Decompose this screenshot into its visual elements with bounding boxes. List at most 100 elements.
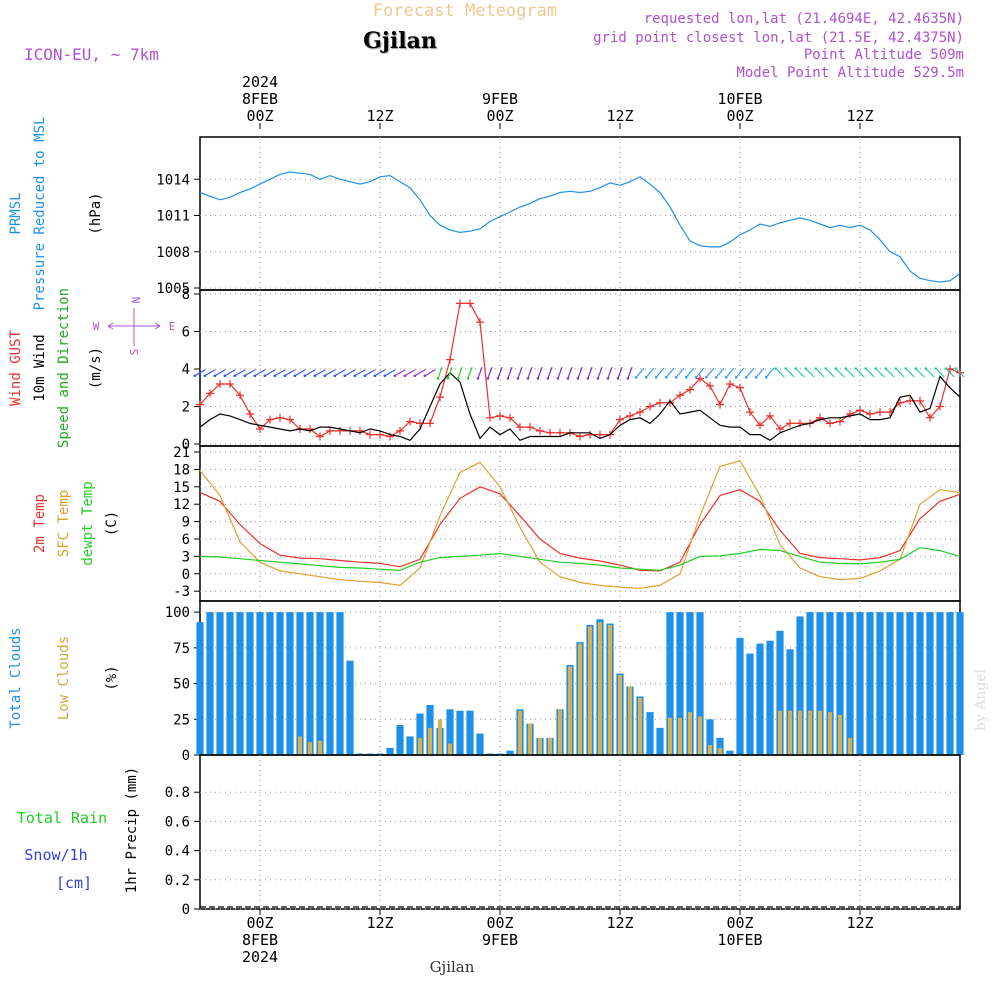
time-tick-label: 12Z [366, 107, 393, 125]
total-cloud-bar [466, 710, 474, 755]
gust-marker [836, 417, 844, 426]
gust-marker [276, 413, 284, 422]
compass-icon [107, 308, 161, 346]
low-cloud-bar [318, 740, 322, 755]
low-cloud-bar [618, 675, 622, 755]
series-line-prmsl [199, 171, 961, 283]
wind-direction-arrow [404, 369, 416, 377]
gust-marker [926, 413, 934, 422]
wind-direction-arrow [314, 369, 326, 377]
low-cloud-bar [538, 737, 542, 755]
wind-arrow-head [904, 367, 908, 370]
gust-marker [636, 408, 644, 417]
side-label: Low Clouds [56, 636, 72, 720]
wind-arrow-head [516, 377, 520, 380]
time-tick-label: 00Z [486, 107, 513, 125]
wind-arrow-head [423, 374, 427, 378]
wind-arrow-head [566, 377, 570, 380]
ytick-label: 21 [173, 445, 190, 461]
wind-arrow-head [586, 377, 590, 380]
pressure-frame [199, 136, 961, 291]
total-cloud-bar [946, 612, 954, 755]
total-cloud-bar [256, 612, 264, 755]
wind-direction-arrow [955, 368, 965, 378]
side-label: Total Clouds [8, 627, 24, 728]
wind-arrow-head [536, 377, 540, 380]
gust-marker [756, 421, 764, 430]
wind-direction-arrow [394, 369, 406, 377]
gust-marker [786, 419, 794, 428]
wind-arrow-head [844, 367, 848, 370]
wind-arrow-head [466, 377, 470, 380]
time-tick-label: 00Z [486, 914, 513, 932]
precipitation-frame [199, 754, 961, 910]
gust-marker [776, 425, 784, 433]
low-cloud-bar [558, 709, 562, 755]
gust-marker [686, 385, 694, 394]
wind-arrow-head [824, 367, 828, 370]
panel-clouds: 0 25 50 75 100 Total Clouds Low Clouds (%) [8, 600, 964, 764]
gust-marker [376, 430, 384, 439]
time-tick-label: 8FEB [242, 931, 278, 949]
side-label: 2m Temp [32, 494, 48, 553]
wind-direction-arrow [755, 367, 765, 378]
total-cloud-bar [726, 750, 734, 755]
wind-direction-arrow [627, 366, 633, 379]
total-cloud-bar [456, 710, 464, 755]
gust-marker [856, 406, 864, 415]
gust-marker [386, 432, 394, 441]
gust-marker [226, 380, 234, 388]
time-tick-label: 9FEB [482, 90, 518, 108]
wind-direction-arrow [254, 369, 266, 377]
wind-direction-arrow [354, 369, 366, 377]
wind-direction-arrow [607, 366, 613, 379]
series-line-sfc-temp [199, 459, 961, 589]
wind-direction-arrow [467, 366, 473, 379]
ytick-label: 8 [182, 287, 190, 303]
wind-arrow-head [704, 376, 708, 379]
low-cloud-bar [418, 737, 422, 755]
ytick-label: 75 [173, 641, 190, 657]
ytick-label: 9 [182, 515, 190, 531]
wind-arrow-head [914, 367, 918, 370]
wind-arrow-head [764, 376, 768, 379]
gust-marker [336, 426, 344, 435]
total-cloud-bar [506, 750, 514, 755]
total-cloud-bar [306, 612, 314, 755]
wind-direction-arrow [665, 367, 675, 378]
wind-direction-arrow [935, 368, 945, 378]
total-cloud-bar [336, 612, 344, 755]
wind-arrow-head [313, 374, 317, 378]
ytick-label: 0 [182, 902, 190, 918]
wind-direction-arrow [447, 366, 453, 379]
gust-marker [536, 426, 544, 435]
wind-direction-arrow [875, 368, 885, 378]
compass-south: S [128, 349, 141, 356]
wind-direction-arrow [765, 367, 775, 378]
wind-arrow-head [323, 374, 327, 378]
wind-arrow-head [456, 377, 460, 380]
low-cloud-bar [588, 626, 592, 755]
wind-arrow-head [546, 377, 550, 380]
wind-arrow-head [954, 367, 958, 370]
watermark: by Angel [973, 668, 989, 731]
total-cloud-bar [686, 612, 694, 755]
wind-direction-arrow [487, 366, 493, 379]
unit-label: (m/s) [88, 347, 104, 389]
gust-marker [316, 432, 324, 441]
ytick-label: 1008 [156, 245, 190, 261]
total-cloud-bar [696, 612, 704, 755]
wind-direction-arrow [705, 367, 715, 378]
gust-marker [446, 355, 454, 364]
wind-arrow-head [794, 367, 798, 370]
wind-direction-arrow [537, 366, 543, 379]
chart-title: Forecast Meteogram [373, 1, 557, 21]
wind-arrow-head [436, 377, 440, 380]
panel-precipitation: 0 0.2 0.4 0.6 0.8 1hr Precip (mm) Total Rain Sn… [17, 754, 961, 918]
total-cloud-bar [286, 612, 294, 755]
wind-direction-arrow [457, 366, 463, 379]
wind-arrow-head [506, 377, 510, 380]
precip-side-label: Snow/1h [24, 846, 87, 864]
wind-direction-arrow [835, 368, 845, 378]
compass-north: N [130, 297, 143, 304]
